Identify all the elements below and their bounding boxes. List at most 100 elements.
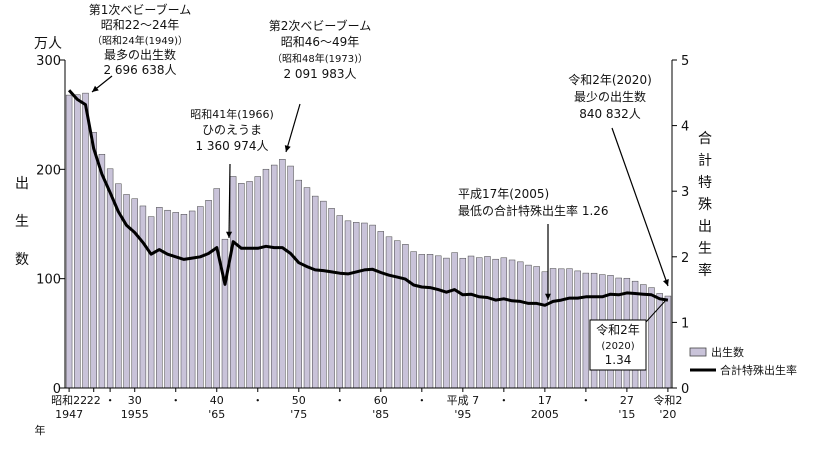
bar [229, 176, 237, 389]
legend-bar-label: 出生数 [711, 345, 744, 359]
bar [426, 254, 434, 389]
x-axis-suffix: 年 [35, 423, 46, 437]
bar [451, 252, 458, 389]
x-tick-label-western: '15 [618, 408, 635, 421]
bar [65, 94, 73, 389]
bar [156, 207, 163, 389]
x-tick-label: 昭和22 [51, 394, 87, 407]
right-tick-label: 5 [681, 54, 689, 69]
bar [484, 256, 491, 389]
right-axis-label-char: 殊 [698, 197, 712, 213]
bar [106, 168, 114, 389]
annotation-min-births-arrow-head [663, 279, 669, 286]
x-tick-label: ・ [252, 394, 263, 407]
right-axis-label-char: 計 [698, 153, 712, 169]
bar [147, 216, 155, 389]
annotation-hinoe-text: ひのえうま [202, 123, 262, 137]
annotation-min-tfr-text: 平成17年(2005) [458, 187, 549, 201]
x-tick-label: ・ [334, 394, 345, 407]
x-tick-label-western: '95 [454, 408, 471, 421]
x-tick-label: 60 [374, 394, 388, 407]
x-tick-label: 27 [620, 394, 634, 407]
right-tick-label: 2 [681, 251, 689, 266]
bar [287, 165, 294, 389]
bar [467, 255, 475, 389]
bar [525, 264, 532, 389]
bars-layer [65, 92, 672, 389]
annotation-tfr2020-text: 1.34 [605, 353, 632, 367]
bar [295, 179, 302, 389]
annotation-min-births-arrow [611, 127, 669, 287]
annotation-boom2-arrow [285, 103, 301, 153]
tfr-line [67, 89, 669, 307]
annotation-tfr2020-text: (2020) [601, 341, 634, 352]
left-axis-label-char: 数 [15, 252, 29, 268]
bar [172, 212, 179, 389]
bar [328, 208, 335, 389]
bar [336, 215, 343, 389]
left-axis-unit: 万人 [34, 36, 62, 52]
bar [311, 195, 319, 389]
bar [418, 254, 426, 389]
bar [246, 181, 253, 389]
x-tick-label: 30 [128, 394, 142, 407]
bar [508, 259, 516, 389]
bar [361, 222, 368, 389]
bar [476, 257, 483, 389]
x-tick-label: ・ [170, 394, 181, 407]
bar [238, 183, 245, 389]
right-axis-label-char: 出 [698, 219, 712, 235]
bar [164, 209, 171, 389]
bar [664, 295, 672, 389]
x-tick-label: ・ [105, 394, 116, 407]
x-tick-label: 22 [87, 394, 101, 407]
right-tick-label: 3 [681, 185, 689, 200]
bar [352, 222, 360, 389]
bar [394, 240, 401, 389]
bar [566, 268, 573, 389]
annotation-tfr2020-box [589, 319, 647, 371]
annotation-hinoe-arrow [228, 163, 231, 239]
annotation-boom2-text: （昭和48年(1973)） [272, 52, 368, 65]
line-layer [67, 89, 669, 307]
annotation-boom2-text: 昭和46〜49年 [281, 35, 360, 49]
bar [402, 244, 409, 389]
annotation-boom2-text: 2 091 983人 [283, 67, 356, 81]
legend-line-label: 合計特殊出生率 [720, 363, 797, 377]
annotation-min-tfr-text: 最低の合計特殊出生率 1.26 [458, 203, 609, 218]
annotation-min-births-text: 令和2年(2020) [568, 72, 652, 87]
bar [517, 261, 524, 389]
annotation-boom2-arrow-head [284, 145, 291, 152]
x-tick-label: 平成 7 [447, 394, 480, 407]
left-tick-label: 300 [36, 54, 61, 69]
x-tick-label-western: 2005 [531, 408, 559, 421]
bar [320, 200, 327, 389]
bar [188, 210, 196, 389]
bar [492, 258, 499, 389]
left-tick-label: 100 [36, 273, 61, 288]
bar [344, 220, 352, 389]
bar [582, 272, 590, 389]
bar [254, 176, 261, 389]
annotation-min-tfr-arrow-head [545, 293, 551, 300]
bar [82, 92, 89, 389]
bar [180, 214, 188, 389]
annotation-boom1-text: 最多の出生数 [104, 47, 176, 62]
bar [139, 205, 147, 389]
x-tick-label-western: 1947 [55, 408, 83, 421]
annotation-tfr2020-text: 令和2年 [596, 322, 640, 337]
bar [369, 224, 376, 389]
right-axis-label-char: 率 [698, 262, 712, 279]
bar [549, 268, 557, 389]
bar [410, 251, 417, 389]
annotation-boom1-arrow-head [92, 85, 99, 92]
x-tick-label: 50 [292, 394, 306, 407]
bar [377, 231, 385, 389]
x-tick-label: ・ [580, 394, 591, 407]
right-axis-label-char: 生 [698, 241, 712, 257]
annotation-min-births-text: 最少の出生数 [574, 89, 646, 104]
bar [303, 187, 311, 389]
